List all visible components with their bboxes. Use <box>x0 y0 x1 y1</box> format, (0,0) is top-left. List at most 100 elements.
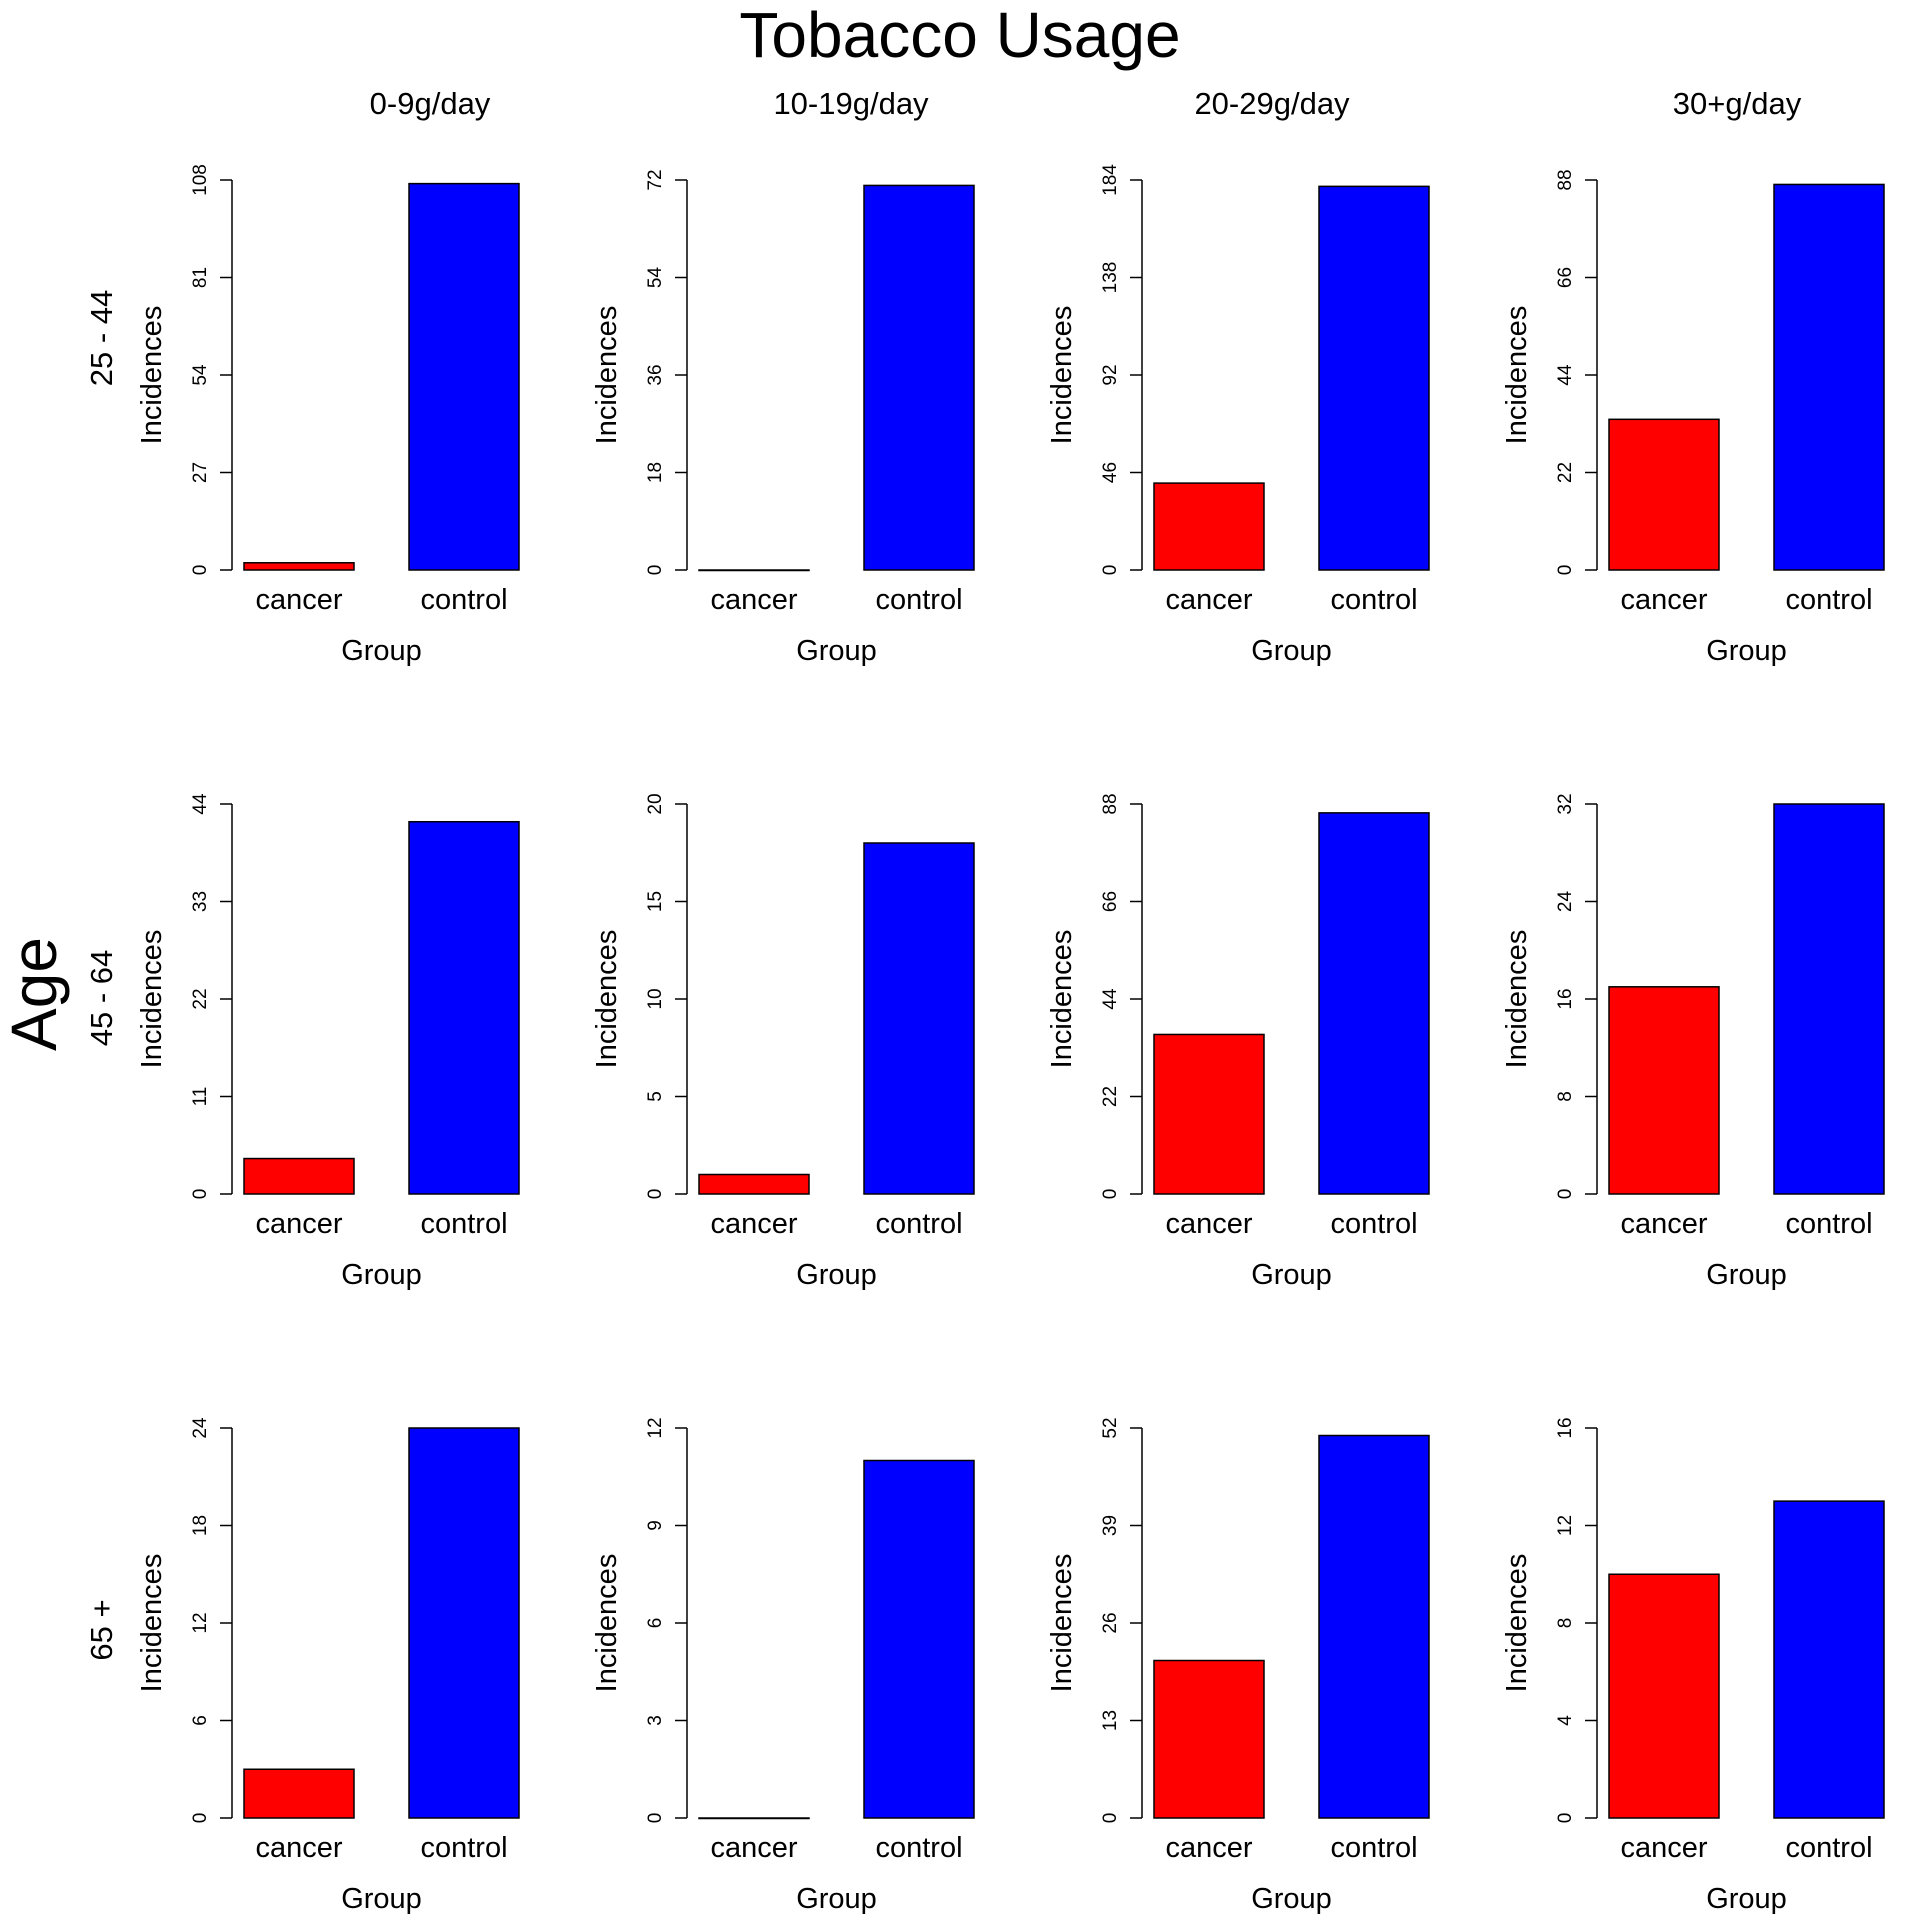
column-title-30-plus: 30+g/day <box>1672 86 1802 121</box>
y-tick-label: 22 <box>1100 1086 1121 1107</box>
bar-control <box>863 1459 975 1819</box>
x-tick-label-control: control <box>1785 1208 1872 1240</box>
figure-title: Tobacco Usage <box>739 0 1181 71</box>
y-tick-label: 12 <box>645 1417 666 1438</box>
y-tick-label: 54 <box>645 267 666 289</box>
y-tick-label: 46 <box>1100 462 1121 483</box>
bar-control <box>1318 185 1430 571</box>
y-axis-label: Incidences <box>1501 1554 1533 1693</box>
y-tick-label: 0 <box>1555 1813 1576 1824</box>
y-tick-label: 11 <box>190 1087 211 1107</box>
y-tick-label: 12 <box>190 1612 211 1633</box>
y-tick-label: 44 <box>190 793 211 815</box>
y-tick-label: 32 <box>1555 793 1576 814</box>
y-tick-label: 13 <box>1100 1710 1121 1731</box>
x-axis-label: Group <box>341 635 422 667</box>
y-tick-label: 92 <box>1100 364 1121 385</box>
y-tick-label: 10 <box>645 988 666 1009</box>
y-tick-label: 0 <box>645 1189 666 1200</box>
x-tick-label-cancer: cancer <box>255 584 342 616</box>
y-tick-label: 6 <box>190 1715 211 1726</box>
bar-cancer <box>1608 1573 1720 1819</box>
y-axis-label: Incidences <box>1046 306 1078 445</box>
y-tick-label: 16 <box>1555 988 1576 1009</box>
x-axis-label: Group <box>796 635 877 667</box>
y-tick-label: 5 <box>645 1091 666 1102</box>
y-tick-label: 9 <box>645 1520 666 1531</box>
x-tick-label-control: control <box>875 584 962 616</box>
y-tick-label: 20 <box>645 793 666 814</box>
y-tick-label: 81 <box>190 267 211 288</box>
bar-control <box>408 182 520 571</box>
y-tick-label: 0 <box>645 1813 666 1824</box>
y-tick-label: 16 <box>1555 1417 1576 1438</box>
bar-control <box>408 1427 520 1819</box>
x-axis-label: Group <box>1706 1259 1787 1291</box>
y-tick-label: 0 <box>1555 565 1576 576</box>
y-tick-label: 24 <box>1555 891 1576 913</box>
x-tick-label-control: control <box>420 584 507 616</box>
y-tick-label: 0 <box>190 1189 211 1200</box>
row-title-age: Age <box>0 937 70 1051</box>
y-tick-label: 0 <box>190 1813 211 1824</box>
bar-cancer <box>698 569 810 572</box>
y-tick-label: 0 <box>1100 1813 1121 1824</box>
x-tick-label-cancer: cancer <box>255 1208 342 1240</box>
y-tick-label: 12 <box>1555 1515 1576 1536</box>
y-axis-label: Incidences <box>591 1554 623 1693</box>
y-axis-label: Incidences <box>136 306 168 445</box>
y-tick-label: 36 <box>645 364 666 385</box>
y-tick-label: 52 <box>1100 1417 1121 1438</box>
y-tick-label: 27 <box>190 462 211 483</box>
y-tick-label: 0 <box>1100 565 1121 576</box>
y-tick-label: 22 <box>1555 462 1576 483</box>
bar-control <box>1773 803 1885 1195</box>
y-tick-label: 15 <box>645 891 666 912</box>
x-tick-label-control: control <box>875 1832 962 1864</box>
x-axis-label: Group <box>1706 1883 1787 1915</box>
column-title-10-19: 10-19g/day <box>773 86 929 121</box>
y-tick-label: 72 <box>645 169 666 190</box>
y-tick-label: 88 <box>1100 793 1121 814</box>
y-tick-label: 33 <box>190 891 211 912</box>
y-tick-label: 22 <box>190 988 211 1009</box>
x-axis-label: Group <box>1251 1883 1332 1915</box>
y-tick-label: 54 <box>190 364 211 386</box>
y-tick-label: 18 <box>645 462 666 483</box>
y-tick-label: 0 <box>1100 1189 1121 1200</box>
y-axis-label: Incidences <box>1501 306 1533 445</box>
x-axis-label: Group <box>1251 1259 1332 1291</box>
x-tick-label-cancer: cancer <box>1165 1208 1252 1240</box>
y-tick-label: 0 <box>190 565 211 576</box>
x-axis-label: Group <box>341 1883 422 1915</box>
y-tick-label: 66 <box>1100 891 1121 912</box>
x-tick-label-control: control <box>420 1832 507 1864</box>
y-tick-label: 6 <box>645 1618 666 1629</box>
x-tick-label-control: control <box>1330 1208 1417 1240</box>
y-tick-label: 39 <box>1100 1515 1121 1536</box>
bar-cancer <box>1153 1659 1265 1819</box>
x-axis-label: Group <box>796 1883 877 1915</box>
y-tick-label: 44 <box>1100 988 1121 1010</box>
y-tick-label: 18 <box>190 1515 211 1536</box>
x-tick-label-cancer: cancer <box>1620 584 1707 616</box>
row-label-25-44: 25 - 44 <box>84 289 119 387</box>
x-axis-label: Group <box>796 1259 877 1291</box>
bar-cancer <box>243 562 355 571</box>
column-title-0-9: 0-9g/day <box>369 86 491 121</box>
bar-cancer <box>243 1768 355 1819</box>
y-tick-label: 88 <box>1555 169 1576 190</box>
x-tick-label-cancer: cancer <box>710 584 797 616</box>
row-label-45-64: 45 - 64 <box>84 949 119 1047</box>
x-tick-label-control: control <box>1785 584 1872 616</box>
x-tick-label-control: control <box>420 1208 507 1240</box>
bar-cancer <box>1153 482 1265 571</box>
bar-control <box>1318 1434 1430 1819</box>
y-axis-label: Incidences <box>136 930 168 1069</box>
x-axis-label: Group <box>1706 635 1787 667</box>
bar-control <box>408 820 520 1195</box>
bar-cancer <box>698 1173 810 1195</box>
x-axis-label: Group <box>1251 635 1332 667</box>
y-axis-label: Incidences <box>1046 930 1078 1069</box>
